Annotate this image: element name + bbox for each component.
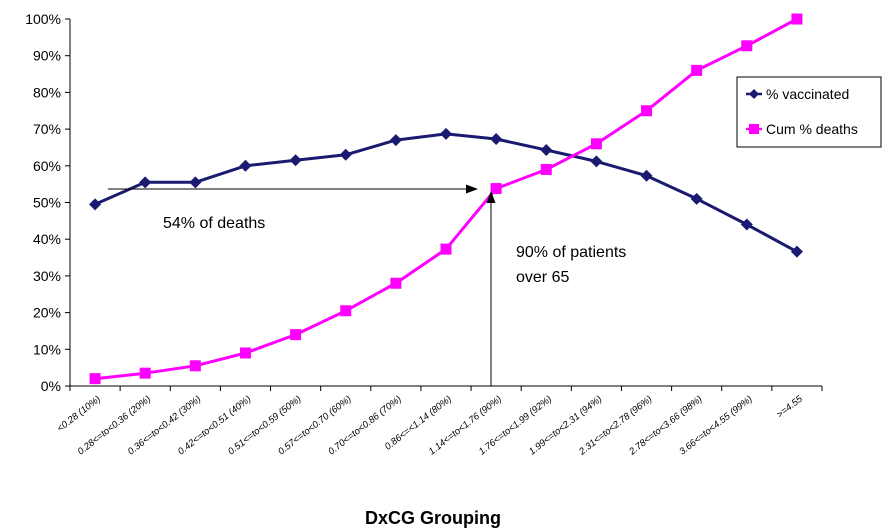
legend-diamond-icon	[749, 89, 759, 99]
legend-box	[736, 76, 882, 148]
data-point-cum-deaths	[390, 277, 402, 289]
data-point-cum-deaths	[741, 40, 753, 52]
data-point-cum-deaths	[290, 329, 302, 341]
data-point-vaccinated	[790, 245, 803, 258]
y-axis: 0% 10% 20% 30% 40% 50% 60% 70% 80% 90% 100%	[25, 11, 71, 394]
series-line-vaccinated	[94, 132, 798, 254]
data-point-vaccinated	[139, 176, 152, 189]
data-point-vaccinated	[590, 155, 603, 168]
data-point-vaccinated	[289, 154, 302, 167]
data-point-vaccinated	[690, 192, 703, 205]
data-point-vaccinated	[440, 127, 452, 140]
data-point-cum-deaths	[89, 373, 101, 385]
x-tick-label: >=4.55	[775, 393, 806, 420]
annotation-text-54-deaths: 54% of deaths	[163, 215, 265, 232]
arrowhead-up-icon	[486, 191, 496, 203]
data-point-cum-deaths	[340, 305, 352, 317]
data-point-vaccinated	[239, 159, 252, 172]
data-point-vaccinated	[540, 144, 553, 157]
series-layer	[89, 13, 803, 385]
annotation-text-90-patients-line2: over 65	[516, 269, 569, 286]
y-tick-label: 10%	[33, 341, 61, 357]
data-point-cum-deaths	[440, 243, 452, 255]
arrowhead-right-icon	[466, 184, 478, 194]
data-point-vaccinated	[490, 133, 503, 146]
x-axis: <0.28 (10%)0.28<=to<0.36 (20%)0.36<=to<0…	[55, 385, 823, 458]
data-point-cum-deaths	[490, 183, 502, 195]
y-tick-label: 20%	[33, 305, 61, 321]
y-tick-label: 90%	[33, 48, 61, 64]
annotation-54-deaths: 54% of deaths	[108, 184, 478, 232]
data-point-cum-deaths	[239, 347, 251, 359]
y-tick-label: 40%	[33, 231, 61, 247]
legend-label-deaths: Cum % deaths	[766, 121, 858, 137]
legend-label-vaccinated: % vaccinated	[766, 86, 849, 102]
y-tick-label: 70%	[33, 121, 61, 137]
data-point-cum-deaths	[540, 163, 552, 175]
data-point-cum-deaths	[791, 13, 803, 25]
x-axis-title: DxCG Grouping	[365, 508, 501, 528]
y-tick-label: 80%	[33, 84, 61, 100]
data-point-cum-deaths	[641, 105, 653, 117]
y-tick-label: 100%	[25, 11, 61, 27]
y-tick-label: 0%	[41, 378, 61, 394]
data-point-cum-deaths	[139, 367, 151, 379]
legend: % vaccinated Cum % deaths	[736, 76, 882, 148]
y-tick-label: 30%	[33, 268, 61, 284]
annotation-text-90-patients-line1: 90% of patients	[516, 244, 626, 261]
data-point-cum-deaths	[691, 64, 703, 76]
legend-square-icon	[749, 124, 759, 134]
annotation-90-patients: 90% of patients over 65	[486, 191, 626, 386]
data-point-vaccinated	[640, 169, 653, 182]
y-tick-label: 60%	[33, 158, 61, 174]
x-tick-label: <0.28 (10%)	[55, 394, 103, 435]
data-point-vaccinated	[740, 218, 753, 231]
data-point-vaccinated	[89, 198, 102, 211]
data-point-vaccinated	[339, 148, 352, 161]
data-point-vaccinated	[389, 134, 402, 147]
data-point-cum-deaths	[189, 360, 201, 372]
y-tick-label: 50%	[33, 195, 61, 211]
data-point-cum-deaths	[590, 138, 602, 150]
data-point-vaccinated	[189, 176, 202, 189]
